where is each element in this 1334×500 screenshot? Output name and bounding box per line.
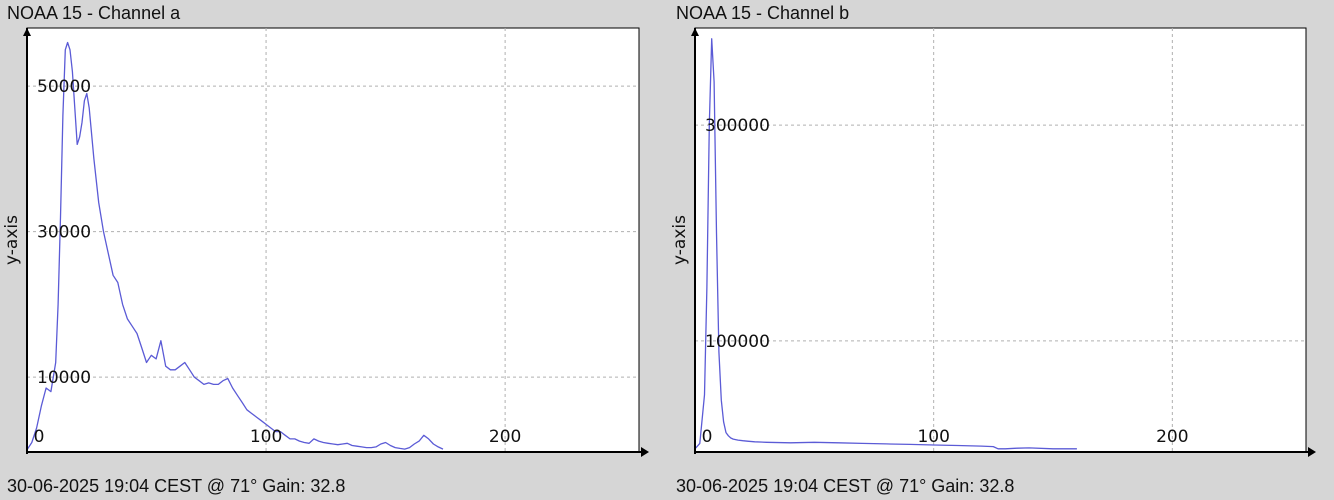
chart-a-series-line: [26, 41, 444, 451]
chart-b-series-line: [694, 38, 1077, 450]
chart-b-y-arrow: [691, 28, 699, 36]
chart-a-ytick-label: 30000: [37, 223, 91, 243]
chart-b-xtick-label: 0: [702, 427, 713, 447]
chart-a-ytick-label: 10000: [37, 368, 91, 388]
chart-b-title: NOAA 15 - Channel b: [676, 3, 850, 23]
chart-a-title: NOAA 15 - Channel a: [7, 3, 181, 23]
chart-b-footer: 30-06-2025 19:04 CEST @ 71° Gain: 32.8: [676, 476, 1015, 496]
chart-b-x-arrow: [1308, 447, 1316, 457]
chart-a-x-arrow: [641, 447, 649, 457]
chart-a-y-arrow: [23, 28, 31, 36]
chart-b-plot-area: [694, 27, 1307, 453]
chart-b-xtick-label: 200: [1156, 427, 1188, 447]
chart-a-y-axis-label: y-axis: [2, 215, 22, 265]
chart-b-y-axis-label: y-axis: [670, 215, 690, 265]
chart-a-ytick-label: 50000: [37, 77, 91, 97]
chart-b-ytick-label: 300000: [705, 116, 770, 136]
chart-a-xtick-label: 0: [34, 427, 45, 447]
chart-a-xtick-label: 100: [250, 427, 282, 447]
chart-a-footer: 30-06-2025 19:04 CEST @ 71° Gain: 32.8: [7, 476, 346, 496]
chart-b-ytick-label: 100000: [705, 332, 770, 352]
chart-a-plot-area: [26, 27, 640, 453]
chart-b-xtick-label: 100: [917, 427, 949, 447]
chart-a-xtick-label: 200: [489, 427, 521, 447]
